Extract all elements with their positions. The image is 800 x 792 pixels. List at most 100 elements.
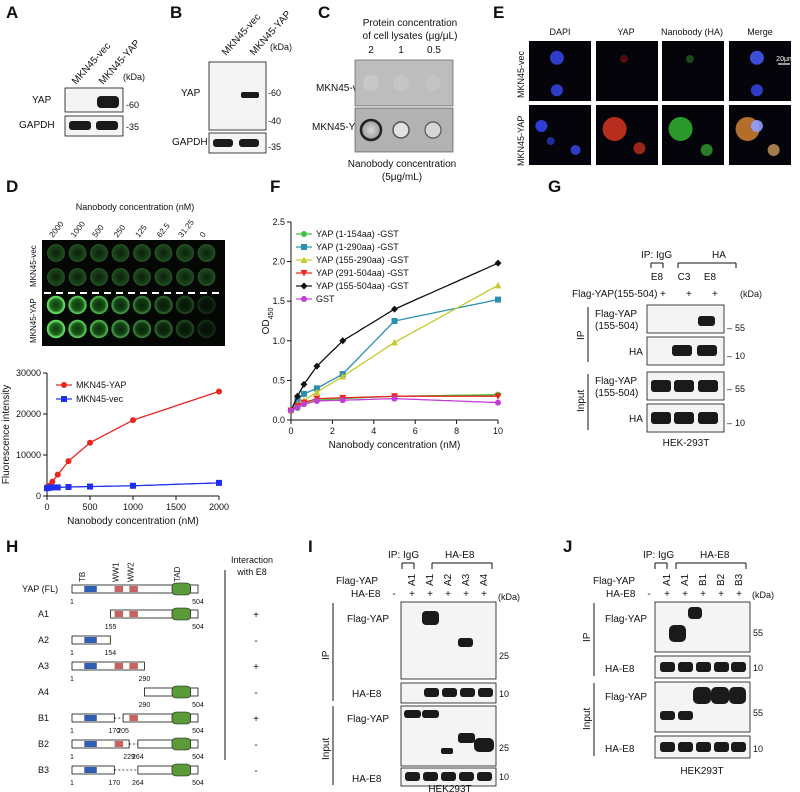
band bbox=[96, 121, 118, 130]
residue-label: 170 bbox=[108, 728, 120, 735]
conc-label: 1000 bbox=[69, 219, 87, 239]
row-label: (155-504) bbox=[595, 321, 638, 332]
y-tick-label: 2.5 bbox=[272, 217, 285, 227]
data-point bbox=[495, 399, 501, 406]
plus-sign: + bbox=[664, 589, 670, 600]
cell bbox=[700, 144, 713, 156]
cell bbox=[750, 120, 763, 132]
tad-domain bbox=[171, 685, 192, 699]
section-label: Input bbox=[321, 738, 332, 760]
residue-label: 504 bbox=[192, 702, 204, 709]
panel-label-h: H bbox=[6, 537, 18, 556]
domain-block bbox=[84, 637, 97, 643]
data-point bbox=[54, 484, 61, 491]
data-point bbox=[391, 338, 398, 346]
domain-block bbox=[84, 715, 97, 721]
domain-block bbox=[84, 586, 97, 592]
legend-marker bbox=[301, 231, 307, 237]
tad-domain bbox=[171, 711, 192, 725]
domain-label: WW1 bbox=[112, 562, 121, 582]
legend-marker bbox=[300, 282, 308, 290]
data-point bbox=[391, 305, 398, 313]
data-point bbox=[87, 483, 93, 490]
x-tick-label: 2000 bbox=[209, 502, 229, 512]
data-point bbox=[391, 318, 398, 324]
band bbox=[698, 412, 718, 424]
construct-bar bbox=[71, 661, 145, 671]
well bbox=[133, 244, 151, 262]
residue-label: 155 bbox=[105, 624, 117, 631]
cell bbox=[668, 117, 693, 141]
well bbox=[154, 268, 173, 286]
well bbox=[68, 244, 87, 262]
dot bbox=[392, 121, 410, 139]
x-tick-label: 1000 bbox=[123, 502, 143, 512]
plus-sign: + bbox=[445, 589, 451, 600]
footer: Nanobody concentration bbox=[348, 159, 456, 170]
chart-f: 0 2 4 6 8 10 0.0 0.5 1.0 1.5 2.0 2.5 Nanobody concen… bbox=[261, 217, 503, 451]
cell bbox=[749, 50, 764, 65]
well bbox=[197, 295, 216, 315]
row-label: HA bbox=[629, 414, 643, 425]
band bbox=[698, 380, 718, 392]
band bbox=[678, 711, 693, 720]
data-point bbox=[313, 388, 321, 396]
series-line bbox=[46, 390, 220, 488]
lane-label: A1 bbox=[425, 573, 436, 586]
well bbox=[197, 244, 216, 262]
residue-label: 170 bbox=[108, 780, 120, 787]
x-tick-label: 2 bbox=[330, 426, 335, 436]
legend-label: YAP (291-504aa) -GST bbox=[316, 268, 409, 278]
data-point bbox=[87, 439, 93, 446]
row-label: HA bbox=[629, 347, 643, 358]
band bbox=[697, 345, 717, 356]
row-label: MKN45-vec bbox=[29, 245, 38, 287]
interaction-result: - bbox=[254, 636, 257, 647]
x-tick-label: 4 bbox=[371, 426, 376, 436]
flag-label: Flag-YAP bbox=[336, 576, 378, 587]
marker: – bbox=[727, 351, 732, 361]
legend-label: MKN45-vec bbox=[76, 394, 124, 404]
kda-label: (kDa) bbox=[498, 592, 520, 602]
domain-block bbox=[114, 663, 124, 669]
lane-label: B2 bbox=[716, 573, 727, 586]
ha-label: HA-E8 bbox=[445, 550, 475, 561]
panel-label-j: J bbox=[563, 537, 572, 556]
interaction-result: - bbox=[254, 688, 257, 699]
blot bbox=[400, 601, 497, 680]
plus: + bbox=[660, 289, 666, 300]
residue-label: 290 bbox=[139, 676, 151, 683]
marker: 55 bbox=[753, 708, 763, 718]
construct-name: B2 bbox=[38, 739, 49, 749]
well bbox=[111, 295, 130, 315]
well bbox=[197, 268, 216, 286]
band bbox=[478, 688, 493, 697]
data-point bbox=[54, 471, 61, 478]
panel-label-d: D bbox=[6, 177, 18, 196]
x-axis-title: Nanobody concentration (nM) bbox=[329, 440, 461, 451]
legend-label: YAP (155-290aa) -GST bbox=[316, 255, 409, 265]
section-label: Input bbox=[582, 708, 593, 730]
row-label: HA-E8 bbox=[352, 689, 382, 700]
marker: -35 bbox=[268, 142, 281, 152]
residue-label: 264 bbox=[132, 754, 144, 761]
y-tick-label: 0.5 bbox=[272, 375, 285, 385]
dot bbox=[424, 121, 442, 139]
row-label: Flag-YAP bbox=[595, 309, 637, 320]
cell bbox=[535, 120, 548, 132]
section-label: IP bbox=[576, 330, 587, 340]
marker: 10 bbox=[735, 418, 745, 428]
lane-label: E8 bbox=[651, 272, 664, 283]
well bbox=[175, 295, 195, 315]
well bbox=[132, 319, 152, 339]
row-label: MKN45-YAP bbox=[29, 298, 38, 343]
row-label: Flag-YAP bbox=[347, 714, 389, 725]
well bbox=[197, 319, 216, 339]
data-point bbox=[494, 393, 502, 400]
band bbox=[678, 742, 693, 752]
tad-domain bbox=[171, 737, 192, 751]
plus-sign: + bbox=[427, 589, 433, 600]
x-axis-title: Nanobody concentration (nM) bbox=[67, 516, 199, 527]
blot-gapdh bbox=[208, 132, 267, 154]
x-tick-label: 0 bbox=[288, 426, 293, 436]
